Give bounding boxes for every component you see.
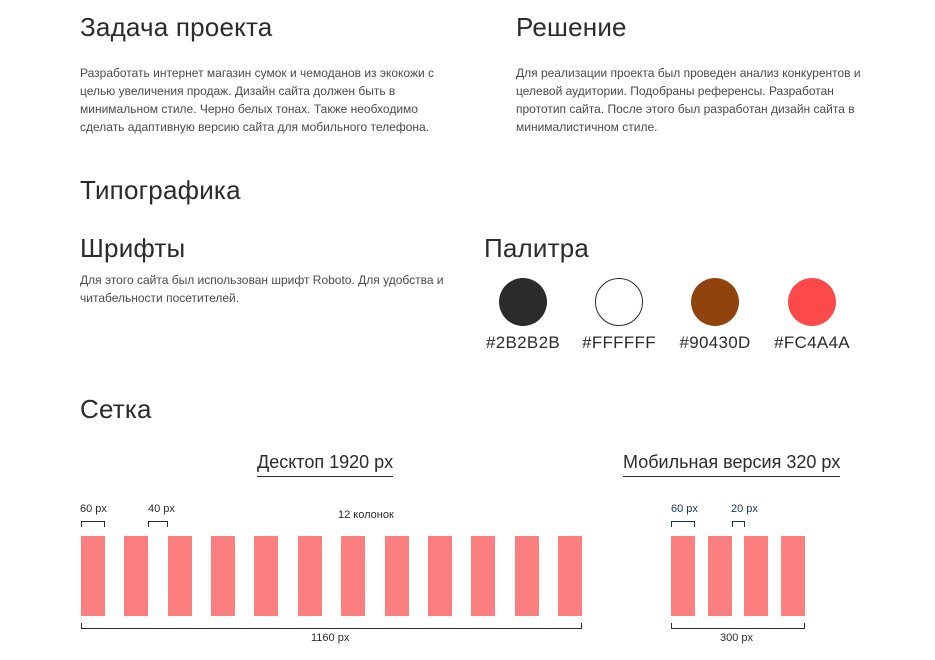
color-hex-label: #2B2B2B <box>486 333 560 352</box>
swatch-white: #FFFFFF <box>574 276 664 353</box>
grid-column <box>81 536 105 616</box>
typography-title: Типографика <box>80 175 241 205</box>
grid-column <box>744 536 769 616</box>
swatch-brown: #90430D <box>670 276 760 353</box>
mobile-grid-label: Мобильная версия 320 px <box>623 452 841 477</box>
grid-column <box>341 536 366 616</box>
color-circle-red <box>788 278 836 326</box>
grid-column <box>384 536 409 616</box>
task-description: Разработать интернет магазин сумок и чем… <box>80 66 435 134</box>
palette-title: Палитра <box>484 233 590 263</box>
task-title: Задача проекта <box>80 12 273 42</box>
grid-column <box>167 536 192 616</box>
desktop-column-width-label: 60 px <box>80 503 107 515</box>
mobile-grid-columns <box>671 536 805 616</box>
mobile-total-width-label: 300 px <box>720 632 754 644</box>
desktop-gutter-label: 40 px <box>148 503 175 515</box>
color-hex-label: #FC4A4A <box>774 333 850 352</box>
mobile-column-width-label: 60 px <box>671 503 698 515</box>
grid-column <box>514 536 539 616</box>
grid-column <box>471 536 496 616</box>
color-circle-white <box>595 278 643 326</box>
swatch-dark: #2B2B2B <box>478 276 568 353</box>
grid-column <box>124 536 149 616</box>
grid-column <box>427 536 452 616</box>
color-circle-dark <box>499 278 547 326</box>
color-hex-label: #FFFFFF <box>582 333 656 352</box>
solution-title: Решение <box>516 12 627 42</box>
grid-column <box>211 536 236 616</box>
fonts-description: Для этого сайта был использован шрифт Ro… <box>80 273 444 305</box>
grid-column <box>254 536 279 616</box>
palette-swatches: #2B2B2B #FFFFFF #90430D #FC4A4A <box>484 276 884 356</box>
grid-column <box>780 536 805 616</box>
color-circle-brown <box>691 278 739 326</box>
desktop-total-width-label: 1160 px <box>311 632 350 644</box>
grid-column <box>297 536 322 616</box>
grid-column <box>671 536 695 616</box>
mobile-gutter-bracket <box>732 521 745 527</box>
solution-description: Для реализации проекта был проведен анал… <box>516 66 861 134</box>
mobile-total-width-bracket <box>671 623 805 629</box>
desktop-column-bracket <box>81 521 105 527</box>
grid-title: Сетка <box>80 394 152 424</box>
fonts-title: Шрифты <box>80 233 186 263</box>
desktop-grid-label: Десктоп 1920 px <box>257 452 394 477</box>
swatch-red: #FC4A4A <box>767 276 857 353</box>
mobile-gutter-label: 20 px <box>731 503 758 515</box>
desktop-columns-count-label: 12 колонок <box>338 509 394 521</box>
desktop-total-width-bracket <box>81 623 582 629</box>
mobile-column-bracket <box>671 521 695 527</box>
desktop-gutter-bracket <box>148 521 168 527</box>
desktop-grid-columns <box>81 536 582 616</box>
grid-column <box>707 536 732 616</box>
color-hex-label: #90430D <box>679 333 751 352</box>
grid-column <box>557 536 582 616</box>
